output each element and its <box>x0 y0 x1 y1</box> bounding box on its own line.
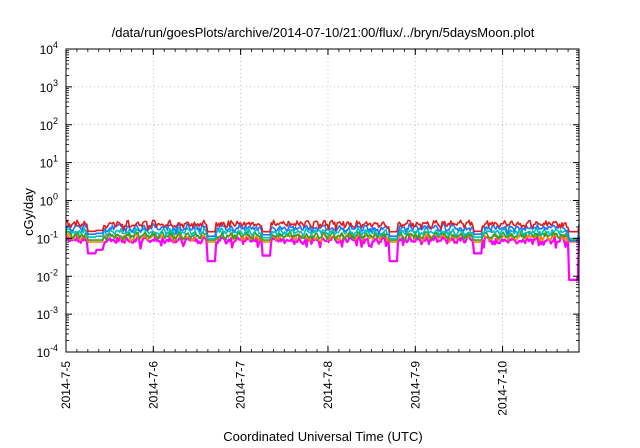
y-axis-label: cGy/day <box>21 188 36 236</box>
x-tick-label: 2014-7-5 <box>59 361 73 409</box>
y-tick-label: 10-2 <box>37 267 58 284</box>
x-tick-label: 2014-7-9 <box>408 361 422 409</box>
x-tick-label: 2014-7-8 <box>321 361 335 409</box>
x-tick-label: 2014-7-10 <box>496 361 510 416</box>
y-tick-label: 10-1 <box>37 229 58 246</box>
grid <box>66 49 579 352</box>
series-line <box>65 219 580 233</box>
y-tick-label: 10-3 <box>37 305 58 322</box>
series-line <box>65 227 580 240</box>
y-axis: 10-4 10-3 10-2 10-1 100 101 102 103 104 <box>37 40 579 360</box>
series-group <box>65 219 581 281</box>
y-tick-label: 103 <box>40 78 58 95</box>
y-tick-label: 102 <box>40 116 58 133</box>
chart-title: /data/run/goesPlots/archive/2014-07-10/2… <box>112 25 535 40</box>
y-tick-label: 104 <box>40 40 58 57</box>
x-axis-label: Coordinated Universal Time (UTC) <box>223 429 422 444</box>
series-line <box>65 234 581 281</box>
y-tick-label: 10-4 <box>37 343 58 360</box>
series-line <box>65 230 580 241</box>
y-tick-label: 101 <box>40 154 58 171</box>
y-tick-label: 100 <box>40 192 58 209</box>
x-tick-label: 2014-7-6 <box>146 361 160 409</box>
x-axis: 2014-7-5 2014-7-6 2014-7-7 2014-7-8 2014-7-9… <box>59 49 580 416</box>
x-tick-label: 2014-7-7 <box>234 361 248 409</box>
